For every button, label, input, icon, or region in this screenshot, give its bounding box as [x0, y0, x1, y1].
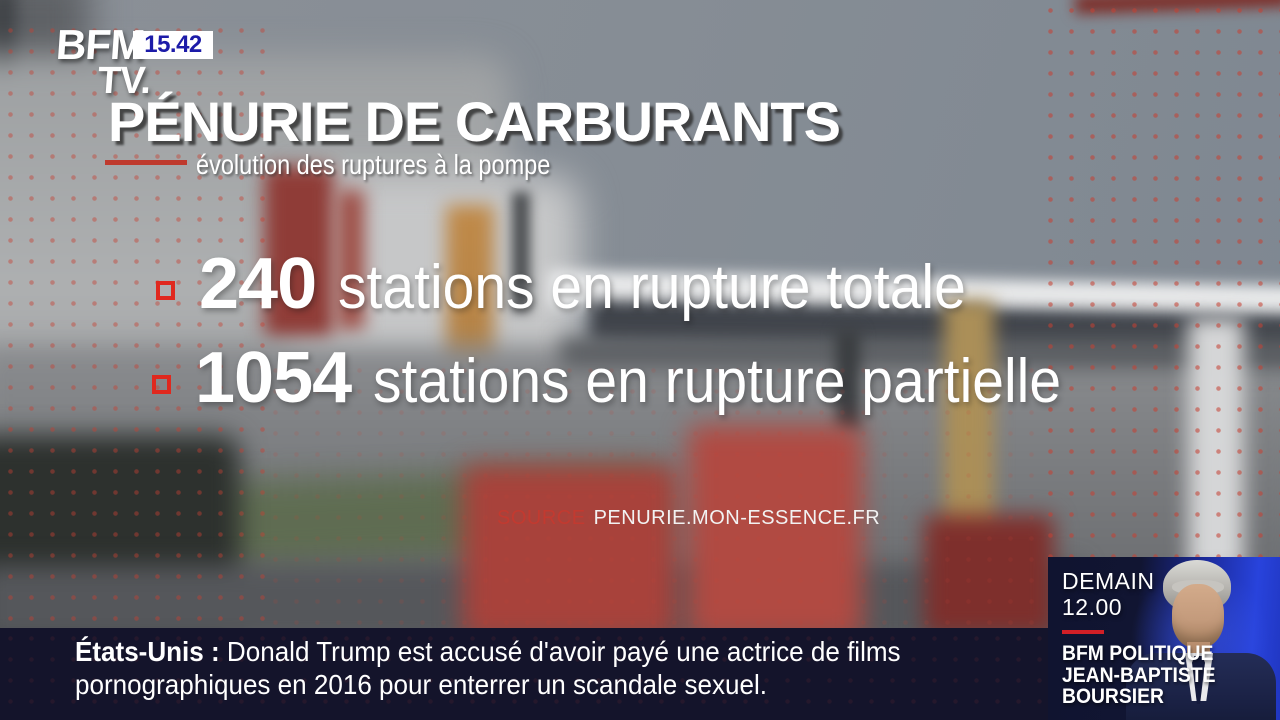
presenter-face — [1172, 584, 1224, 648]
stat-label: stations en rupture totale — [338, 253, 966, 322]
promo-text: DEMAIN 12.00 BFM POLITIQUE JEAN-BAPTISTE… — [1062, 568, 1229, 708]
red-dot-pattern-right — [1040, 0, 1280, 558]
promo-red-divider — [1062, 630, 1104, 634]
stat-row-partial: 1054 stations en rupture partielle — [152, 342, 1121, 414]
ticker-dot-pattern — [0, 628, 1052, 720]
bg-fuel-pump — [462, 465, 677, 640]
bg-fuel-pump-3 — [924, 515, 1054, 635]
headline-title: PÉNURIE DE CARBURANTS — [108, 90, 841, 153]
promo-time: 12.00 — [1062, 594, 1123, 620]
promo-panel: DEMAIN 12.00 BFM POLITIQUE JEAN-BAPTISTE… — [1048, 557, 1280, 720]
news-ticker: États-Unis : Donald Trump est accusé d'a… — [0, 628, 1052, 720]
presenter-photo — [1126, 560, 1276, 720]
stat-value: 240 — [199, 244, 317, 324]
bullet-square-icon — [156, 280, 175, 300]
stat-value: 1054 — [195, 338, 352, 418]
stat-row-total: 240 stations en rupture totale — [156, 248, 1021, 320]
source-site: PENURIE.MON-ESSENCE.FR — [593, 507, 881, 529]
promo-day: DEMAIN — [1062, 568, 1155, 594]
bullet-square-icon — [152, 374, 171, 394]
promo-show-name: BFM POLITIQUE — [1062, 642, 1214, 665]
promo-guest-lastname: BOURSIER — [1062, 685, 1164, 708]
headline-subtitle: évolution des ruptures à la pompe — [196, 149, 551, 180]
headline-underline — [105, 160, 187, 165]
ticker-topic: États-Unis : — [75, 636, 220, 667]
clock: 15.42 — [133, 31, 213, 59]
source-label: SOURCE — [497, 507, 586, 529]
red-dot-pattern-left — [0, 20, 265, 628]
bg-red-banner — [264, 166, 334, 338]
ticker-line1: États-Unis : Donald Trump est accusé d'a… — [75, 635, 901, 668]
ticker-line2: pornographiques en 2016 pour enterrer un… — [75, 669, 767, 700]
bg-red-banner-2 — [338, 190, 364, 330]
ticker-text: États-Unis : Donald Trump est accusé d'a… — [75, 635, 901, 701]
bg-tan-pillar — [944, 300, 994, 545]
bg-fuel-pump-2 — [688, 425, 863, 640]
promo-guest-firstname: JEAN-BAPTISTE — [1062, 663, 1216, 687]
bg-dark-pole — [512, 192, 530, 312]
stat-label: stations en rupture partielle — [373, 347, 1062, 416]
source-line: SOURCE PENURIE.MON-ESSENCE.FR — [497, 507, 880, 530]
bg-dark-pole-2 — [836, 330, 860, 430]
ticker-line1-text: Donald Trump est accusé d'avoir payé une… — [226, 636, 901, 667]
red-dot-pattern-center — [265, 360, 1045, 628]
